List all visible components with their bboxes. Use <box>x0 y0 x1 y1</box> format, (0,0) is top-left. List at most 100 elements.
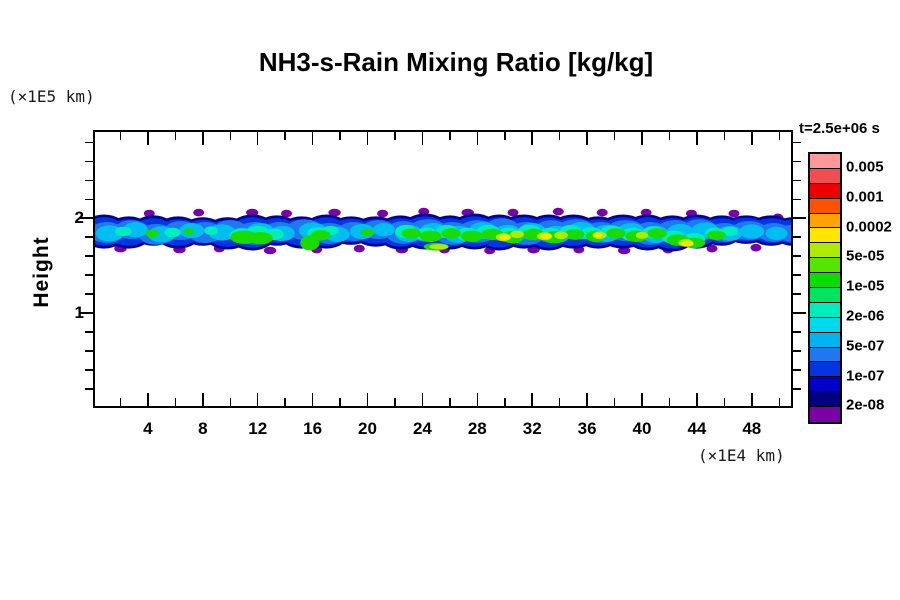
x-minor-tick <box>778 398 781 406</box>
y-tick-label: 1 <box>74 303 84 323</box>
colorbar-label: 0.001 <box>846 188 884 206</box>
y-minor-tick <box>85 160 93 163</box>
contour-blob <box>510 230 524 239</box>
colorbar-label: 2e-08 <box>846 396 885 414</box>
contour-blob <box>328 208 341 217</box>
contour-blob <box>114 226 132 237</box>
colorbar-cell <box>810 347 840 363</box>
x-tick-label: 36 <box>577 419 597 438</box>
x-tick-label: 4 <box>143 419 153 438</box>
y-axis-unit-label: (×1E5 km) <box>8 87 95 106</box>
y-tick-label: 2 <box>74 208 84 228</box>
contour-blob <box>204 226 218 235</box>
plot-frame <box>93 130 793 408</box>
x-minor-tick <box>119 132 122 140</box>
x-tick-label: 12 <box>248 419 268 438</box>
x-major-tick <box>696 393 698 406</box>
x-major-tick <box>476 132 479 145</box>
contour-blob <box>164 227 181 238</box>
colorbar-cell <box>810 198 840 214</box>
x-major-tick <box>147 393 149 406</box>
y-minor-tick <box>793 350 801 352</box>
colorbar-cell <box>810 258 840 274</box>
x-major-tick <box>311 393 314 406</box>
colorbar-label: 5e-07 <box>846 337 885 355</box>
x-tick-label: 48 <box>742 419 762 438</box>
x-tick-label: 44 <box>687 419 707 438</box>
x-minor-tick <box>613 398 616 406</box>
x-major-tick <box>586 132 588 145</box>
x-tick-label: 24 <box>412 419 432 438</box>
contour-blob <box>593 233 603 238</box>
y-major-tick <box>793 217 806 219</box>
colorbar-cell <box>810 392 840 408</box>
y-minor-tick <box>85 388 93 390</box>
time-stamp-label: t=2.5e+06 s <box>799 120 880 137</box>
contour-blob <box>183 228 195 235</box>
contour-blob <box>647 228 667 239</box>
colorbar-label: 1e-05 <box>846 277 885 295</box>
colorbar-cell <box>810 288 840 303</box>
contour-blob <box>281 209 293 218</box>
x-minor-tick <box>504 398 506 406</box>
x-minor-tick <box>229 398 231 406</box>
contour-blob <box>311 230 331 241</box>
contour-blob <box>499 234 511 240</box>
colorbar-label: 0.005 <box>846 158 884 176</box>
x-tick-label: 40 <box>632 419 652 438</box>
x-minor-tick <box>449 398 451 406</box>
contour-blob <box>401 228 422 239</box>
y-minor-tick <box>85 255 93 257</box>
x-minor-tick <box>284 132 286 140</box>
contour-blob <box>143 209 155 218</box>
x-minor-tick <box>339 398 341 406</box>
y-minor-tick <box>85 179 93 182</box>
contour-layer <box>499 233 694 247</box>
x-major-tick <box>751 132 753 145</box>
x-major-tick <box>641 393 643 406</box>
x-minor-tick <box>394 398 396 406</box>
x-minor-tick <box>119 398 122 406</box>
x-minor-tick <box>668 398 671 406</box>
contour-blob <box>681 241 694 247</box>
colorbar-label: 1e-07 <box>846 367 885 384</box>
x-minor-tick <box>558 398 561 406</box>
contour-blob <box>706 230 726 241</box>
contour-blob <box>565 229 585 240</box>
contour-blob <box>540 233 552 239</box>
x-minor-tick <box>174 398 177 406</box>
contour-blob <box>145 229 159 238</box>
y-minor-tick <box>85 198 93 200</box>
contour-blob <box>728 209 740 218</box>
x-major-tick <box>147 132 149 145</box>
x-major-tick <box>421 132 424 145</box>
x-tick-label: 8 <box>198 419 208 438</box>
y-minor-tick <box>85 236 93 238</box>
x-major-tick <box>421 393 424 406</box>
colorbar-label: 0.0002 <box>846 218 892 235</box>
x-minor-tick <box>723 132 726 140</box>
colorbar-label: 2e-06 <box>846 307 885 325</box>
x-minor-tick <box>504 132 506 140</box>
y-minor-tick <box>85 331 93 333</box>
contour-blob <box>373 222 395 237</box>
y-major-tick <box>80 217 93 219</box>
y-minor-tick <box>793 388 801 390</box>
contour-blob <box>721 226 739 237</box>
contour-blob <box>552 207 564 216</box>
y-minor-tick <box>793 369 801 371</box>
colorbar-cell <box>810 317 840 333</box>
colorbar-cell <box>810 213 840 229</box>
contour-blob <box>246 208 259 217</box>
x-minor-tick <box>229 132 231 140</box>
x-major-tick <box>202 132 204 145</box>
x-major-tick <box>202 393 204 406</box>
y-minor-tick <box>793 255 801 257</box>
x-major-tick <box>696 132 698 145</box>
x-minor-tick <box>174 132 177 140</box>
x-major-tick <box>751 393 753 406</box>
contour-blob <box>263 246 277 255</box>
x-tick-label: 20 <box>358 419 377 438</box>
x-minor-tick <box>558 132 561 140</box>
contour-blob <box>460 230 483 242</box>
